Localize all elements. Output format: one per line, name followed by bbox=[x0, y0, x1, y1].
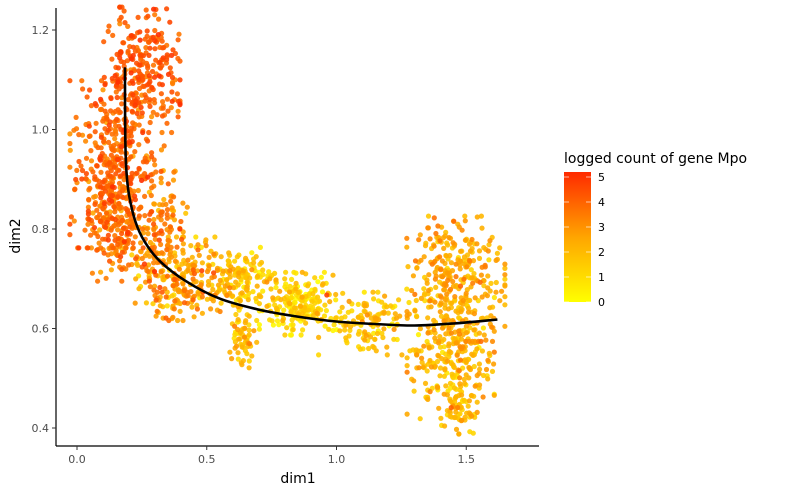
legend-break-label: 0 bbox=[598, 296, 605, 309]
colorbar bbox=[564, 172, 591, 302]
trajectory-line bbox=[123, 67, 498, 327]
y-axis-title: dim2 bbox=[8, 218, 24, 253]
y-tick-label: 0.8 bbox=[32, 223, 50, 236]
legend-break-label: 4 bbox=[598, 196, 605, 209]
legend-break-label: 5 bbox=[598, 171, 605, 184]
y-tick-label: 0.4 bbox=[32, 422, 50, 435]
x-axis-title: dim1 bbox=[280, 471, 315, 487]
y-axis: 0.4 0.6 0.8 1.0 1.2 bbox=[32, 8, 57, 446]
data-points bbox=[67, 4, 508, 437]
legend-break-label: 2 bbox=[598, 246, 605, 259]
x-tick-label: 1.0 bbox=[328, 453, 346, 466]
x-tick-label: 0.5 bbox=[198, 453, 216, 466]
y-tick-label: 1.2 bbox=[32, 24, 50, 37]
x-tick-label: 0.0 bbox=[68, 453, 86, 466]
legend-break-label: 1 bbox=[598, 271, 605, 284]
y-tick-label: 0.6 bbox=[32, 323, 50, 336]
color-legend: logged count of gene Mpo 0 1 2 3 4 5 bbox=[564, 151, 747, 309]
y-tick-label: 1.0 bbox=[32, 124, 50, 137]
x-axis: 0.0 0.5 1.0 1.5 bbox=[56, 445, 539, 466]
x-tick-label: 1.5 bbox=[458, 453, 476, 466]
principal-curve bbox=[123, 67, 498, 327]
legend-title: logged count of gene Mpo bbox=[564, 151, 747, 167]
legend-break-label: 3 bbox=[598, 221, 605, 234]
